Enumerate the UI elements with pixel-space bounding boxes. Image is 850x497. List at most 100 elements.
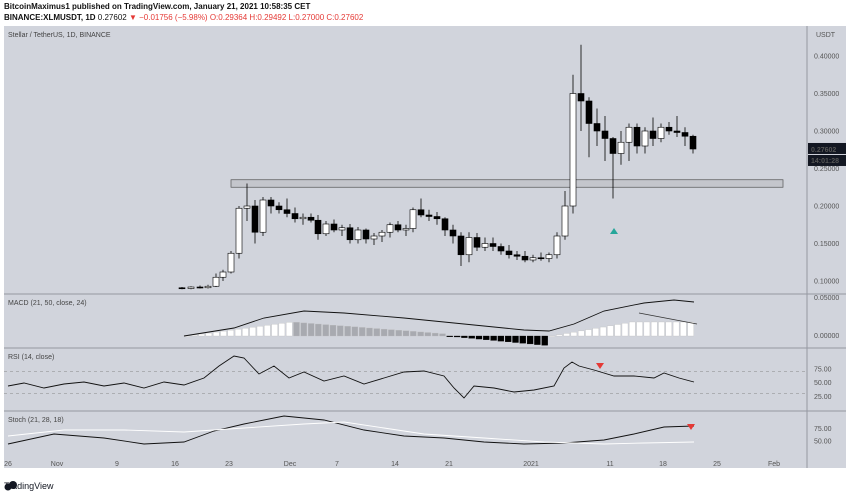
macd-histogram-bar <box>526 335 534 345</box>
macd-histogram-bar <box>614 324 621 337</box>
candle-body <box>227 252 235 273</box>
candle-body <box>314 219 322 235</box>
macd-histogram-bar <box>578 330 585 337</box>
macd-histogram-bar <box>519 335 526 344</box>
candle-body <box>473 237 481 248</box>
macd-histogram-bar <box>687 321 694 337</box>
candle-body <box>378 231 386 237</box>
candle-body <box>243 205 251 209</box>
candle-body <box>457 235 465 256</box>
macd-histogram-bar <box>475 335 483 340</box>
candle-body <box>689 135 697 150</box>
candle-body <box>545 254 553 259</box>
candle-body <box>386 224 394 233</box>
chart-header: BitcoinMaximus1 published on TradingView… <box>0 0 850 26</box>
macd-histogram-bar <box>643 321 651 337</box>
rsi-line <box>7 355 695 399</box>
price-tick: 0.15000 <box>814 241 839 248</box>
chart-area[interactable]: Stellar / TetherUS, 1D, BINANCE MACD (21,… <box>4 26 846 468</box>
macd-histogram-bar <box>388 329 395 337</box>
macd-tick: 0.00000 <box>814 333 839 340</box>
macd-histogram-bar <box>373 328 380 337</box>
currency-label: USDT <box>816 32 836 39</box>
macd-histogram-bar <box>359 327 366 337</box>
x-tick: 7 <box>335 461 339 468</box>
stoch-title: Stoch (21, 28, 18) <box>8 417 64 424</box>
x-tick: 18 <box>659 461 667 468</box>
macd-histogram-bar <box>651 321 658 337</box>
stoch-k-line <box>7 415 695 445</box>
candle-body <box>259 199 267 233</box>
macd-histogram-bar <box>563 333 570 337</box>
macd-histogram-bar <box>658 321 665 337</box>
price-tick: 0.10000 <box>814 279 839 286</box>
candle-body <box>409 209 417 229</box>
macd-histogram-bar <box>220 330 227 337</box>
candle-body <box>505 250 513 256</box>
candle-body <box>609 138 617 154</box>
macd-histogram-bar <box>468 335 475 339</box>
candle-body <box>625 126 633 143</box>
macd-histogram-bar <box>198 333 205 337</box>
macd-histogram-bar <box>461 335 468 338</box>
candle-body <box>425 214 433 217</box>
candle-body <box>322 223 330 235</box>
candle-body <box>561 205 569 237</box>
stoch-bearish-arrow <box>687 424 695 430</box>
rsi-tick: 75.00 <box>814 366 832 373</box>
stoch-d-line <box>7 421 695 445</box>
x-tick: Feb <box>768 461 780 468</box>
macd-histogram-bar <box>402 330 410 337</box>
footer: TradingView <box>0 478 850 497</box>
symbol: BINANCE:XLMUSDT, 1D <box>4 13 96 22</box>
ohlc-values: O:0.29364 H:0.29492 L:0.27000 C:0.27602 <box>209 13 364 22</box>
macd-histogram-bar <box>417 331 424 337</box>
candle-body <box>553 235 561 256</box>
candle-body <box>537 257 545 260</box>
candle-body <box>673 130 681 133</box>
macd-histogram-bar <box>439 333 446 337</box>
candle-body <box>449 229 457 237</box>
x-tick: 11 <box>606 461 613 468</box>
macd-histogram-bar <box>249 327 256 337</box>
macd-histogram-bar <box>453 335 461 338</box>
symbol-ohlc-line: BINANCE:XLMUSDT, 1D 0.27602 ▼ −0.01756 (… <box>4 13 363 22</box>
macd-histogram-bar <box>205 332 213 337</box>
macd-histogram-bar <box>256 326 264 337</box>
candle-body <box>417 209 425 216</box>
macd-histogram-bar <box>227 330 234 337</box>
macd-trendline <box>638 312 698 325</box>
candle-body <box>489 243 497 247</box>
macd-histogram-bar <box>191 334 198 337</box>
tradingview-logo[interactable]: TradingView <box>4 481 54 491</box>
macd-histogram-bar <box>505 335 512 342</box>
candle-body <box>657 126 665 139</box>
price-tick: 0.25000 <box>814 166 839 173</box>
candle-body <box>665 126 673 132</box>
rsi-tick: 25.00 <box>814 394 832 401</box>
candle-body <box>307 216 315 221</box>
macd-histogram-bar <box>490 335 497 341</box>
candle-body <box>593 123 601 132</box>
macd-histogram-bar <box>599 326 607 337</box>
publisher-line: BitcoinMaximus1 published on TradingView… <box>4 2 311 11</box>
candle-body <box>521 255 529 261</box>
candle-body <box>346 227 354 241</box>
candle-body <box>187 286 195 289</box>
x-tick: 2021 <box>523 461 539 468</box>
macd-histogram-bar <box>351 326 359 337</box>
macd-histogram-bar <box>293 322 300 337</box>
last-price-badge <box>808 142 846 154</box>
candle-body <box>649 130 657 139</box>
candle-body <box>291 213 299 220</box>
macd-tick: 0.05000 <box>814 295 839 302</box>
rsi-title: RSI (14, close) <box>8 354 54 361</box>
buy-signal-arrow <box>610 228 618 234</box>
macd-histogram-bar <box>541 335 548 346</box>
candle-body <box>196 286 204 289</box>
chart-svg[interactable]: Stellar / TetherUS, 1D, BINANCE MACD (21,… <box>4 26 846 468</box>
x-tick: 26 <box>4 461 12 468</box>
candle-body <box>497 246 505 252</box>
candle-body <box>569 93 577 207</box>
candle-body <box>513 254 521 257</box>
